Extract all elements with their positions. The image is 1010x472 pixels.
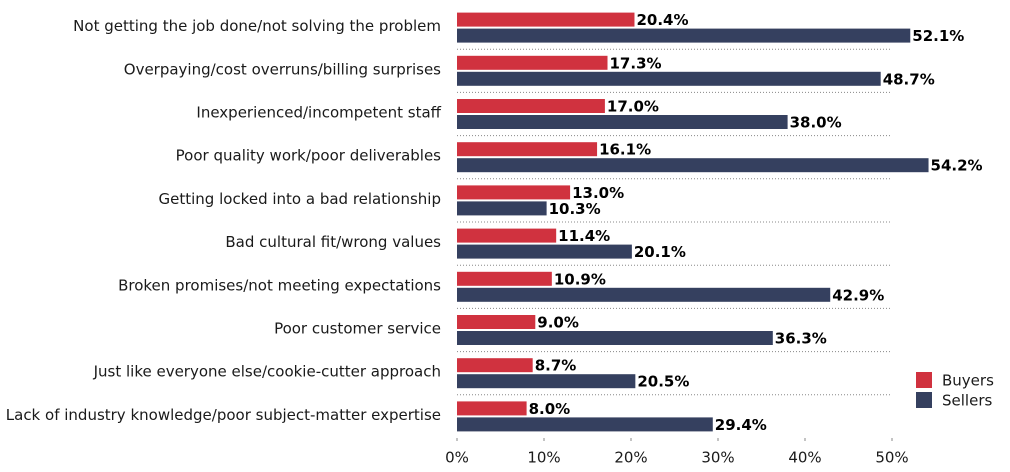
bar [457,331,773,345]
bar [457,99,605,113]
value-label: 36.3% [775,330,827,348]
legend-swatch [916,392,932,408]
category-label: Overpaying/cost overruns/billing surpris… [124,60,441,78]
bar [457,228,557,243]
bar [457,71,881,86]
x-tick-label: 40% [788,449,821,467]
value-label: 10.3% [549,200,601,218]
bar [457,417,713,432]
value-label: 20.5% [637,373,689,391]
bar [457,185,571,200]
category-label: Bad cultural fit/wrong values [225,233,441,251]
x-tick-label: 20% [614,449,647,467]
value-label: 54.2% [931,157,983,175]
bar [457,28,911,43]
bar [457,142,598,157]
category-label: Just like everyone else/cookie-cutter ap… [93,363,441,381]
value-label: 38.0% [790,114,842,132]
value-label: 48.7% [883,70,935,88]
value-label: 13.0% [572,184,624,202]
category-label: Inexperienced/incompetent staff [196,104,441,122]
x-tick-label: 0% [445,449,469,467]
bar [457,12,635,27]
bar [457,55,608,70]
value-label: 42.9% [832,286,884,304]
legend-label: Sellers [942,392,992,410]
value-label: 8.0% [529,400,571,418]
legend-swatch [916,372,932,388]
value-label: 17.3% [610,54,662,72]
bar [457,287,831,302]
value-label: 29.4% [715,416,767,434]
category-label: Broken promises/not meeting expectations [118,276,441,294]
x-tick-label: 30% [701,449,734,467]
value-label: 16.1% [599,141,651,159]
category-label: Poor customer service [274,320,441,338]
value-label: 52.1% [912,27,964,45]
bar [457,158,929,173]
category-label: Lack of industry knowledge/poor subject-… [6,406,441,424]
category-label: Poor quality work/poor deliverables [176,147,442,165]
bar [457,271,552,286]
bar [457,115,788,129]
bar [457,401,527,416]
value-label: 17.0% [607,98,659,116]
bar [457,315,536,329]
x-tick-label: 10% [527,449,560,467]
value-label: 8.7% [535,357,577,375]
value-label: 11.4% [558,227,610,245]
value-label: 20.1% [634,243,686,261]
bar [457,358,533,373]
value-label: 20.4% [636,11,688,29]
bar [457,374,636,389]
legend-label: Buyers [942,372,994,390]
category-label: Getting locked into a bad relationship [159,190,441,208]
bar [457,244,632,259]
bar [457,201,547,216]
value-label: 10.9% [554,270,606,288]
value-label: 9.0% [537,314,579,332]
category-label: Not getting the job done/not solving the… [73,17,441,35]
x-tick-label: 50% [875,449,908,467]
